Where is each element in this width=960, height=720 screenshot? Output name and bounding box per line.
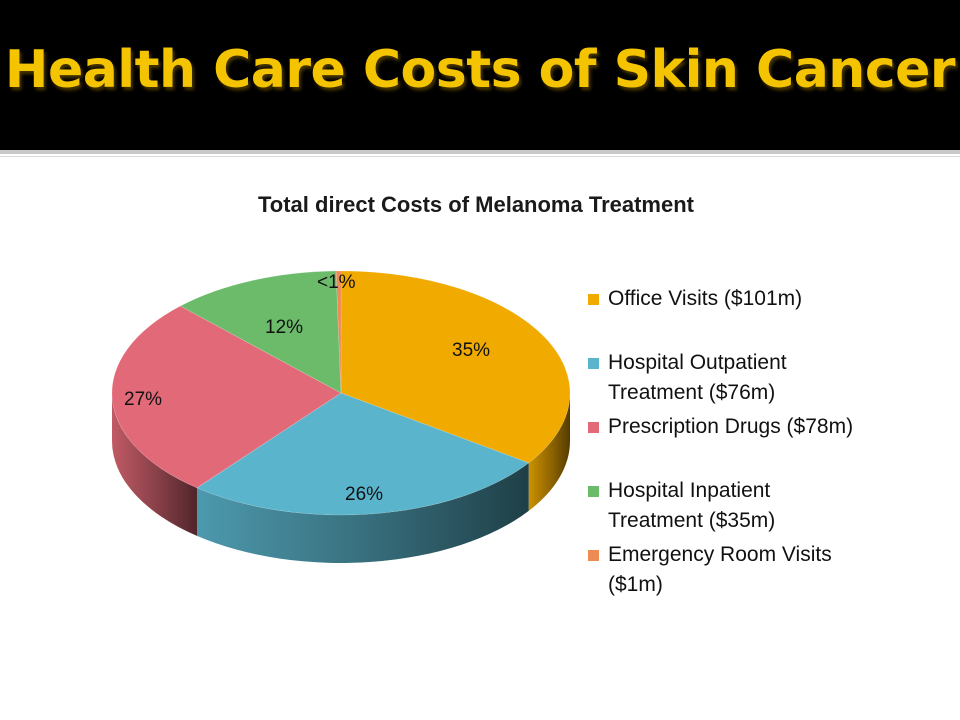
title-divider: [0, 150, 960, 154]
legend-label: Office Visits ($101m): [608, 287, 803, 310]
pie-slice-hospital-inpatient: [179, 270, 342, 394]
chart-legend: Office Visits ($101m) Hospital Outpatien…: [588, 284, 948, 600]
data-label-hospital-inpatient: 12%: [265, 317, 304, 338]
title-bar: [0, 0, 960, 150]
legend-label: Hospital Outpatient Treatment ($76m): [608, 351, 787, 404]
legend-swatch: [588, 294, 599, 305]
pie-slice-side-hospital-outpatient: [196, 462, 529, 563]
pie-slice-side-office-visits: [528, 393, 570, 511]
legend-item-hospital-inpatient: Hospital Inpatient Treatment ($35m): [588, 476, 948, 536]
legend-label: Emergency Room Visits ($1m): [608, 543, 832, 596]
legend-label: Prescription Drugs ($78m): [608, 415, 854, 438]
legend-item-emergency-room: Emergency Room Visits ($1m): [588, 540, 948, 600]
legend-item-prescription-drugs: Prescription Drugs ($78m): [588, 412, 948, 442]
data-label-emergency-room: <1%: [317, 272, 356, 293]
legend-swatch: [588, 550, 599, 561]
pie-side-walls: [112, 393, 570, 563]
data-label-office-visits: 35%: [452, 340, 491, 361]
legend-swatch: [588, 486, 599, 497]
legend-item-office-visits: Office Visits ($101m): [588, 284, 948, 314]
slide-title: Health Care Costs of Skin Cancer: [4, 40, 956, 100]
data-label-hospital-outpatient: 26%: [345, 484, 384, 505]
pie-slice-prescription-drugs: [111, 305, 342, 489]
title-divider-thin: [0, 156, 960, 157]
legend-item-hospital-outpatient: Hospital Outpatient Treatment ($76m): [588, 348, 948, 408]
pie-slice-office-visits: [340, 270, 571, 464]
legend-label: Hospital Inpatient Treatment ($35m): [608, 479, 776, 532]
legend-swatch: [588, 358, 599, 369]
pie-top-faces: [111, 270, 571, 516]
legend-swatch: [588, 422, 599, 433]
pie-slice-emergency-room: [335, 270, 342, 394]
pie-slice-hospital-outpatient: [196, 392, 530, 516]
chart-title: Total direct Costs of Melanoma Treatment: [257, 192, 694, 217]
pie-slice-side-prescription-drugs: [112, 393, 197, 536]
data-label-prescription-drugs: 27%: [124, 389, 163, 410]
